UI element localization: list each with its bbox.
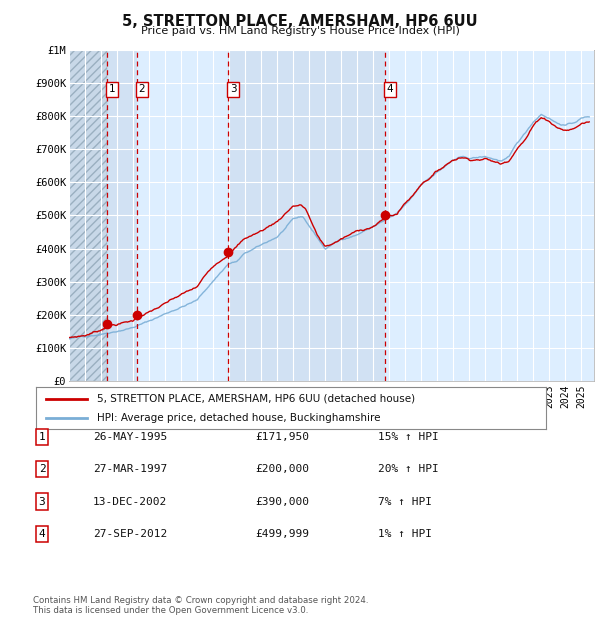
Text: 1% ↑ HPI: 1% ↑ HPI — [378, 529, 432, 539]
Text: 26-MAY-1995: 26-MAY-1995 — [93, 432, 167, 442]
Text: 5, STRETTON PLACE, AMERSHAM, HP6 6UU (detached house): 5, STRETTON PLACE, AMERSHAM, HP6 6UU (de… — [97, 394, 415, 404]
Text: 7% ↑ HPI: 7% ↑ HPI — [378, 497, 432, 507]
Text: 2: 2 — [38, 464, 46, 474]
Text: £171,950: £171,950 — [255, 432, 309, 442]
Text: 4: 4 — [38, 529, 46, 539]
Text: 5, STRETTON PLACE, AMERSHAM, HP6 6UU: 5, STRETTON PLACE, AMERSHAM, HP6 6UU — [122, 14, 478, 29]
Text: 20% ↑ HPI: 20% ↑ HPI — [378, 464, 439, 474]
Text: HPI: Average price, detached house, Buckinghamshire: HPI: Average price, detached house, Buck… — [97, 413, 381, 423]
Text: 3: 3 — [230, 84, 236, 94]
Text: 4: 4 — [386, 84, 393, 94]
Text: £390,000: £390,000 — [255, 497, 309, 507]
Bar — [69, 50, 107, 381]
Text: 27-MAR-1997: 27-MAR-1997 — [93, 464, 167, 474]
Bar — [69, 50, 107, 381]
Bar — [107, 50, 137, 381]
Text: 15% ↑ HPI: 15% ↑ HPI — [378, 432, 439, 442]
Text: 2: 2 — [139, 84, 145, 94]
Text: £200,000: £200,000 — [255, 464, 309, 474]
Text: £499,999: £499,999 — [255, 529, 309, 539]
Text: 27-SEP-2012: 27-SEP-2012 — [93, 529, 167, 539]
Bar — [228, 50, 385, 381]
Text: 13-DEC-2002: 13-DEC-2002 — [93, 497, 167, 507]
Text: 1: 1 — [38, 432, 46, 442]
Text: Price paid vs. HM Land Registry's House Price Index (HPI): Price paid vs. HM Land Registry's House … — [140, 26, 460, 36]
Text: 1: 1 — [109, 84, 115, 94]
Text: 3: 3 — [38, 497, 46, 507]
Text: Contains HM Land Registry data © Crown copyright and database right 2024.
This d: Contains HM Land Registry data © Crown c… — [33, 596, 368, 615]
